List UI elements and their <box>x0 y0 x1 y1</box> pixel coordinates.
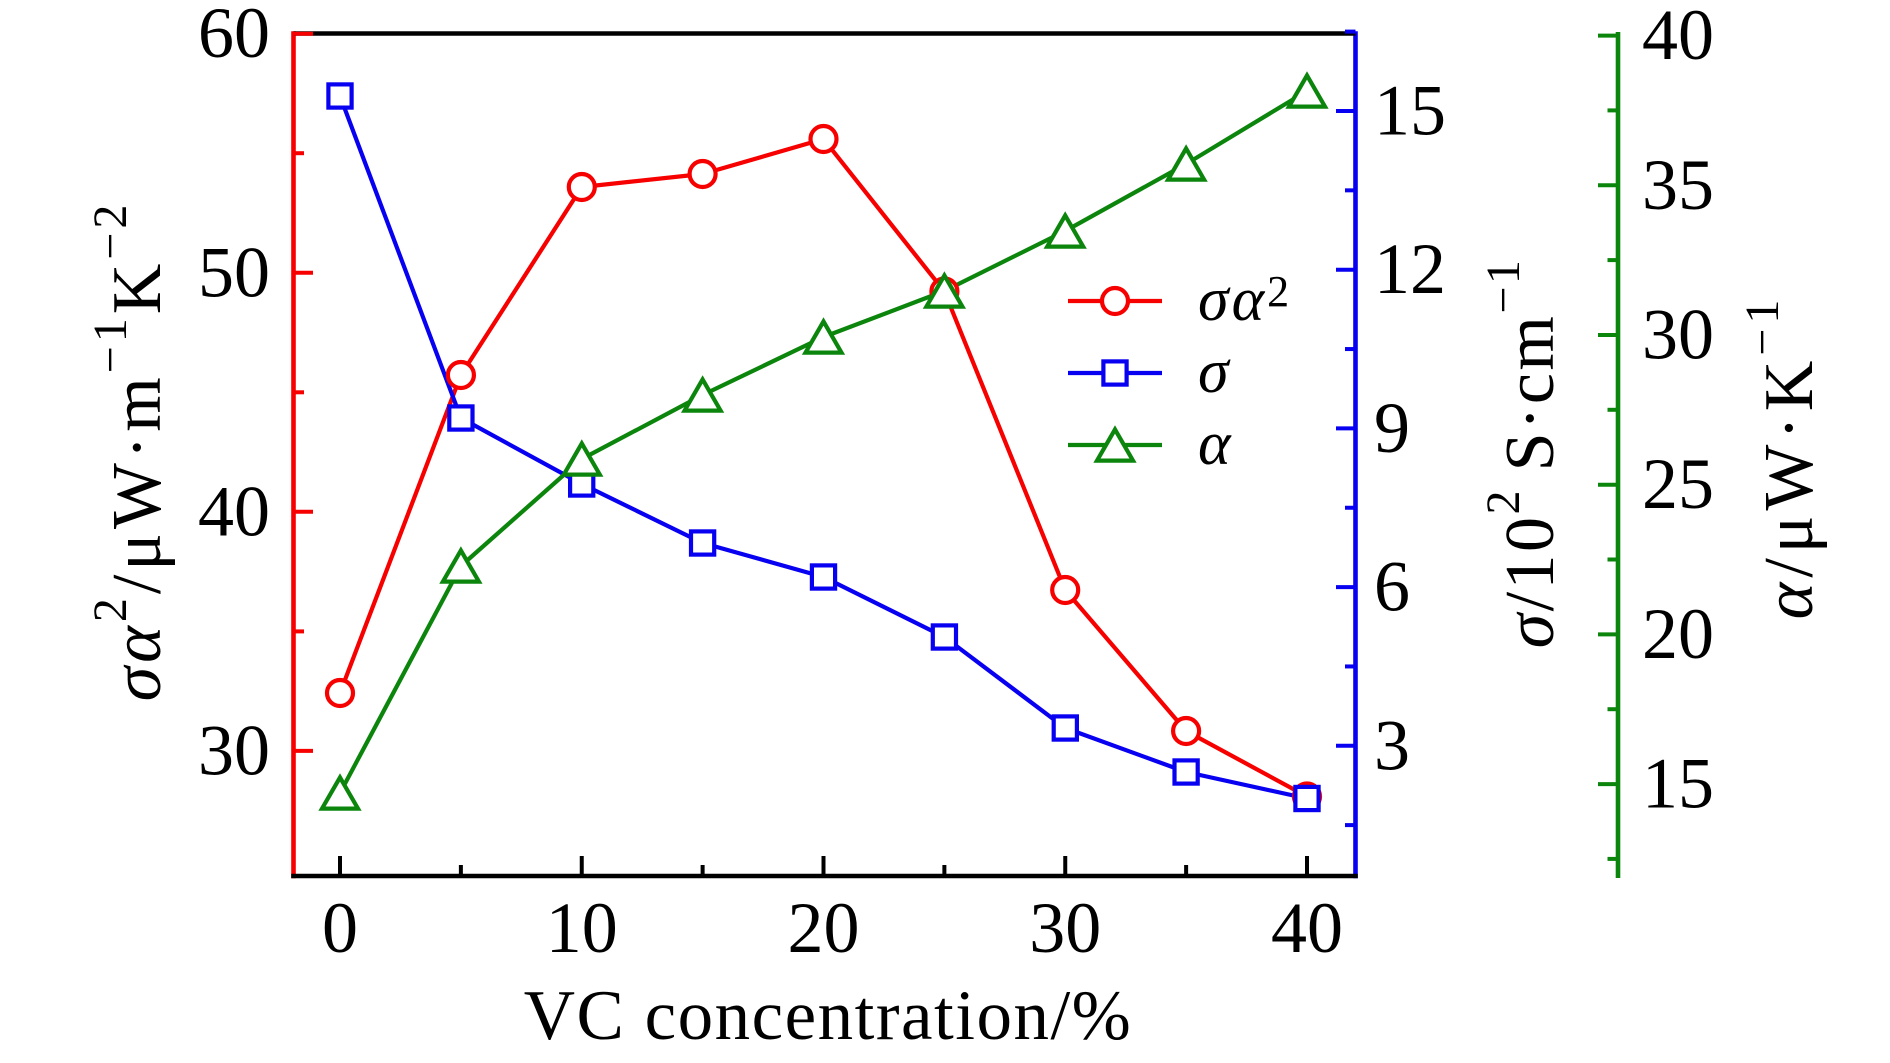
svg-text:15: 15 <box>1374 71 1446 151</box>
svg-text:40: 40 <box>1642 0 1714 75</box>
svg-text:6: 6 <box>1374 547 1410 627</box>
svg-text:35: 35 <box>1642 145 1714 225</box>
svg-text:50: 50 <box>198 232 270 312</box>
svg-text:30: 30 <box>1029 888 1101 968</box>
svg-text:15: 15 <box>1642 744 1714 824</box>
svg-text:VC concentration/%: VC concentration/% <box>524 977 1133 1055</box>
svg-text:α/μW·K−1: α/μW·K−1 <box>1736 295 1828 620</box>
svg-text:σα2: σα2 <box>1198 266 1292 334</box>
svg-text:σ/102 S·cm−1: σ/102 S·cm−1 <box>1477 258 1569 649</box>
svg-text:σ: σ <box>1198 338 1231 406</box>
svg-text:40: 40 <box>198 471 270 551</box>
svg-text:σα2/μW·m−1K−2: σα2/μW·m−1K−2 <box>84 201 176 702</box>
svg-text:20: 20 <box>1642 594 1714 674</box>
svg-text:9: 9 <box>1374 388 1410 468</box>
svg-text:10: 10 <box>546 888 618 968</box>
svg-text:20: 20 <box>788 888 860 968</box>
svg-text:30: 30 <box>198 710 270 790</box>
svg-text:40: 40 <box>1271 888 1343 968</box>
svg-text:25: 25 <box>1642 444 1714 524</box>
svg-text:60: 60 <box>198 0 270 73</box>
svg-text:12: 12 <box>1374 229 1446 309</box>
svg-text:α: α <box>1198 410 1232 478</box>
svg-text:30: 30 <box>1642 295 1714 375</box>
svg-text:3: 3 <box>1374 705 1410 785</box>
svg-text:0: 0 <box>322 888 358 968</box>
